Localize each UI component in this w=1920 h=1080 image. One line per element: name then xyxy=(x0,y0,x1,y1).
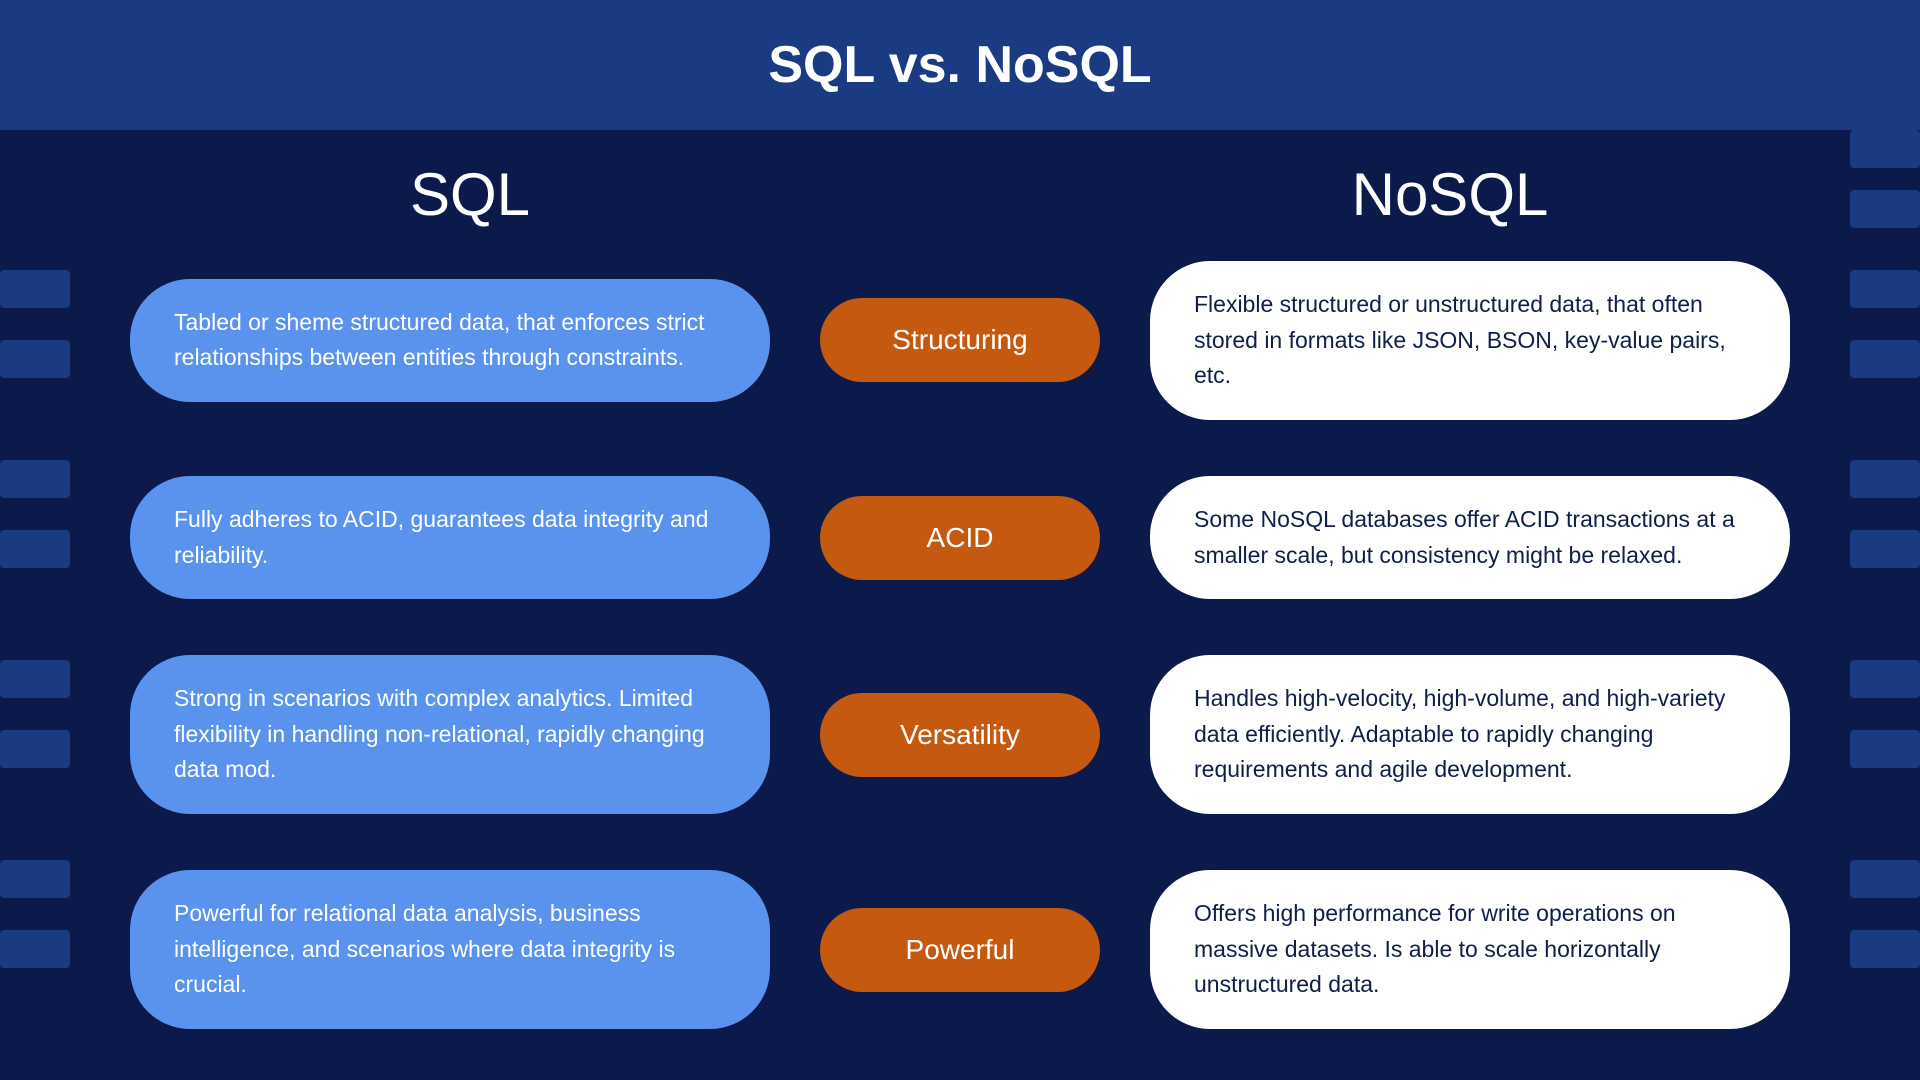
nosql-card: Some NoSQL databases offer ACID transact… xyxy=(1150,476,1790,599)
header-bar: SQL vs. NoSQL xyxy=(0,0,1920,130)
strip-block xyxy=(1850,730,1920,768)
strip-block xyxy=(1850,660,1920,698)
strip-block xyxy=(0,270,70,308)
sql-column-title: SQL xyxy=(150,160,790,229)
category-pill: Structuring xyxy=(820,298,1100,382)
comparison-row: Powerful for relational data analysis, b… xyxy=(130,870,1790,1029)
category-pill: ACID xyxy=(820,496,1100,580)
sql-card: Powerful for relational data analysis, b… xyxy=(130,870,770,1029)
strip-block xyxy=(1850,460,1920,498)
comparison-row: Strong in scenarios with complex analyti… xyxy=(130,655,1790,814)
strip-block xyxy=(0,930,70,968)
strip-block xyxy=(0,860,70,898)
strip-block xyxy=(1850,130,1920,168)
content-wrap: SQL NoSQL Tabled or sheme structured dat… xyxy=(0,130,1920,1080)
strip-block xyxy=(1850,530,1920,568)
page: SQL vs. NoSQL SQL NoSQL Tabled or sheme … xyxy=(0,0,1920,1080)
sql-card: Fully adheres to ACID, guarantees data i… xyxy=(130,476,770,599)
column-headers: SQL NoSQL xyxy=(130,160,1790,229)
page-title: SQL vs. NoSQL xyxy=(768,35,1151,95)
sql-card: Strong in scenarios with complex analyti… xyxy=(130,655,770,814)
left-strip xyxy=(0,130,70,1080)
strip-block xyxy=(0,460,70,498)
strip-block xyxy=(1850,190,1920,228)
nosql-card: Handles high-velocity, high-volume, and … xyxy=(1150,655,1790,814)
strip-block xyxy=(1850,860,1920,898)
strip-block xyxy=(0,530,70,568)
strip-block xyxy=(1850,270,1920,308)
nosql-card: Offers high performance for write operat… xyxy=(1150,870,1790,1029)
strip-block xyxy=(0,730,70,768)
strip-block xyxy=(1850,340,1920,378)
comparison-row: Tabled or sheme structured data, that en… xyxy=(130,261,1790,420)
comparison-row: Fully adheres to ACID, guarantees data i… xyxy=(130,476,1790,599)
category-pill: Versatility xyxy=(820,693,1100,777)
strip-block xyxy=(0,660,70,698)
category-pill: Powerful xyxy=(820,908,1100,992)
nosql-card: Flexible structured or unstructured data… xyxy=(1150,261,1790,420)
right-strip xyxy=(1850,130,1920,1080)
nosql-column-title: NoSQL xyxy=(1130,160,1770,229)
comparison-panel: SQL NoSQL Tabled or sheme structured dat… xyxy=(70,130,1850,1080)
strip-block xyxy=(0,340,70,378)
strip-block xyxy=(1850,930,1920,968)
sql-card: Tabled or sheme structured data, that en… xyxy=(130,279,770,402)
